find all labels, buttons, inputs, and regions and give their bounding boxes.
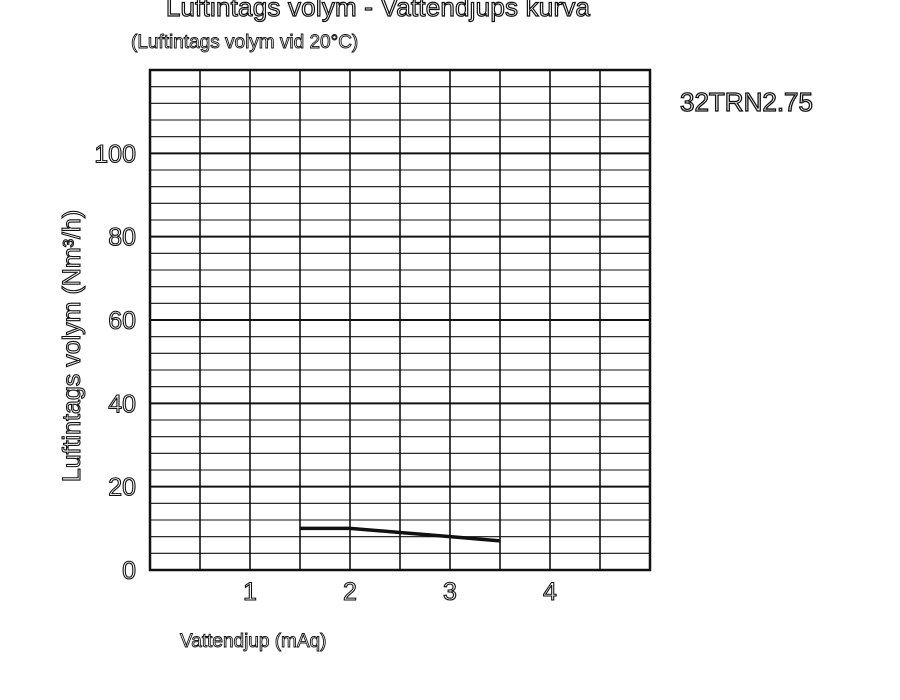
x-tick-labels: 1 2 3 4 bbox=[242, 577, 557, 606]
y-tick-label: 100 bbox=[94, 140, 136, 168]
y-tick-label: 40 bbox=[108, 390, 136, 418]
x-tick-label: 4 bbox=[543, 578, 557, 606]
x-tick-label: 3 bbox=[443, 578, 457, 606]
series-line bbox=[300, 526, 501, 543]
grid-major bbox=[150, 70, 650, 570]
chart-subtitle: (Luftintags volym vid 20°C) bbox=[131, 32, 359, 54]
x-tick-label: 1 bbox=[243, 578, 257, 606]
series-layer bbox=[300, 526, 501, 543]
plot-frame bbox=[148, 68, 652, 572]
y-tick-label: 60 bbox=[108, 307, 136, 335]
chart-title: Luftintags volym - Vattendjups kurva bbox=[165, 0, 591, 23]
x-axis-label: Vattendjup (mAq) bbox=[180, 631, 327, 653]
model-label: 32TRN2.75 bbox=[679, 86, 813, 117]
y-tick-labels: 0 20 40 60 80 100 bbox=[94, 140, 137, 586]
y-tick-label: 80 bbox=[108, 224, 136, 252]
y-tick-label: 0 bbox=[122, 557, 136, 585]
y-axis-label: Luftintags volym (Nm³/h) bbox=[58, 210, 86, 482]
y-tick-label: 20 bbox=[108, 474, 136, 502]
x-tick-label: 2 bbox=[343, 578, 357, 606]
